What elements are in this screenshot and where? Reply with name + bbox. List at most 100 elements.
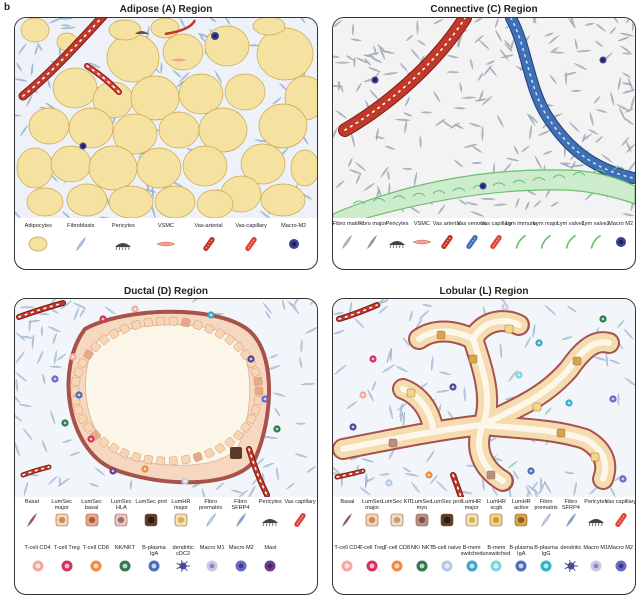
legend-icon-lumsec-hla xyxy=(114,513,128,527)
fibroblast xyxy=(405,34,414,42)
legend-item-lym-major: Lym major xyxy=(530,221,562,250)
fibroblast xyxy=(479,89,484,102)
fibroblast xyxy=(335,61,350,64)
fibroblast xyxy=(538,130,551,136)
fibroblast xyxy=(624,377,635,387)
fibroblast xyxy=(446,55,459,59)
fibroblast xyxy=(619,107,626,121)
legend-label: LumSec prol xyxy=(431,499,463,505)
adipocyte xyxy=(178,73,224,115)
fibroblast xyxy=(416,39,426,46)
vsmc xyxy=(171,58,187,62)
legend-label: T-cell CD4 xyxy=(24,545,51,551)
legend-icon-t-cell-cd4 xyxy=(341,560,353,572)
legend-label: Lym valve2 xyxy=(581,221,610,227)
legend-item-pericytes: Pericytes xyxy=(107,223,139,252)
legend-label: LumHR scgb xyxy=(486,499,506,512)
fibroblast xyxy=(620,45,631,53)
legend-icon-b-cell-naive xyxy=(441,560,453,572)
legend-label: Adipocytes xyxy=(24,223,52,229)
legend-label: Vas capillary xyxy=(480,221,513,227)
luminal-cell xyxy=(181,454,191,465)
legend-item-vas-capillary: Vas capillary xyxy=(605,499,635,528)
fibroblast xyxy=(524,336,531,349)
legend-item-vas-capillary: Vas-capillary xyxy=(235,223,267,252)
fibroblast xyxy=(544,480,552,494)
adipocyte xyxy=(240,143,286,185)
legend-icon-pericytes xyxy=(389,241,406,249)
legend-item-vas-venous: Vas venous xyxy=(456,221,488,250)
adipocyte xyxy=(256,27,314,81)
fibroblast xyxy=(534,155,542,170)
adipocyte xyxy=(136,147,182,189)
legend-icon-lumhr-active xyxy=(514,513,528,527)
legend-label: B-plasma IgG xyxy=(534,545,558,558)
capillary xyxy=(334,468,366,480)
fibroblast xyxy=(495,18,499,29)
fibroblast xyxy=(31,62,34,76)
fibroblast xyxy=(477,72,484,82)
fibroblast xyxy=(504,42,513,53)
fibroblast xyxy=(395,118,411,121)
legend-item-macro-m1: Macro M1 xyxy=(196,545,228,574)
fibroblast xyxy=(458,36,461,49)
fibroblast xyxy=(300,339,303,353)
luminal-cell xyxy=(214,328,226,339)
fibroblast xyxy=(544,407,552,415)
fibroblast xyxy=(351,132,355,147)
fibroblast xyxy=(15,351,25,364)
fibroblast xyxy=(361,458,375,463)
legend-icon-fibro-prematrix xyxy=(205,512,216,528)
fibroblast xyxy=(295,422,306,425)
fibroblast xyxy=(402,467,412,473)
legend-label: T-cell CD4 xyxy=(334,545,361,551)
fibroblast xyxy=(478,39,490,50)
legend-icon-pericytes xyxy=(587,519,604,527)
fibroblast xyxy=(481,126,484,141)
fibroblast xyxy=(527,113,536,126)
legend-item-b-mem-unswitched: B-mem unswitched xyxy=(480,545,512,574)
fibroblast xyxy=(595,23,606,32)
fibroblast xyxy=(58,476,61,487)
legend-item-lumsec-myo: LumSec myo xyxy=(406,499,438,528)
adipocyte xyxy=(52,67,98,109)
fibroblast xyxy=(507,460,518,469)
legend-icon-vas-capillary xyxy=(614,512,627,528)
fibroblast xyxy=(473,18,484,23)
fibroblast xyxy=(160,61,163,75)
adipocyte xyxy=(28,107,70,145)
fibroblast xyxy=(632,18,635,32)
fibroblast xyxy=(384,145,396,150)
fibroblast xyxy=(333,20,343,28)
luminal-cell xyxy=(143,317,153,328)
fibroblast xyxy=(441,120,453,128)
fibroblast xyxy=(538,481,546,495)
fibroblast xyxy=(453,107,467,110)
legend-icon-lym-valve2 xyxy=(590,234,601,249)
luminal-cell xyxy=(504,324,514,334)
fibroblast xyxy=(349,169,362,175)
fibroblast xyxy=(41,440,48,453)
capillary xyxy=(16,300,66,320)
adipocyte xyxy=(50,145,92,183)
fibroblast xyxy=(381,50,395,54)
fibroblast xyxy=(309,299,317,306)
luminal-cell xyxy=(192,452,203,462)
legend-item-fibro-sfrp4: Fibro SFRP4 xyxy=(225,499,257,528)
lobular-title: Lobular (L) Region xyxy=(439,286,529,297)
fibroblast xyxy=(144,189,158,193)
legend-item-lumsec-basal: LumSec basal xyxy=(76,499,108,528)
legend-item-b-mem-switched: B-mem switched xyxy=(456,545,488,574)
luminal-cell xyxy=(83,422,94,433)
fibroblast xyxy=(485,60,496,65)
fibroblast xyxy=(69,452,81,456)
legend-label: Vas venous xyxy=(457,221,486,227)
luminal-cell xyxy=(240,422,251,433)
fibroblast xyxy=(26,94,33,107)
fibroblast xyxy=(550,201,559,207)
fibroblast xyxy=(624,108,634,113)
legend-label: Fibro SFRP4 xyxy=(231,499,250,512)
lumsec-prol-cell xyxy=(230,447,242,459)
adipose-panel: Adipose (A) Region Adipocytes Fibroblasts… xyxy=(14,0,318,270)
legend-item-fibro-sfrp4: Fibro SFRP4 xyxy=(555,499,587,528)
